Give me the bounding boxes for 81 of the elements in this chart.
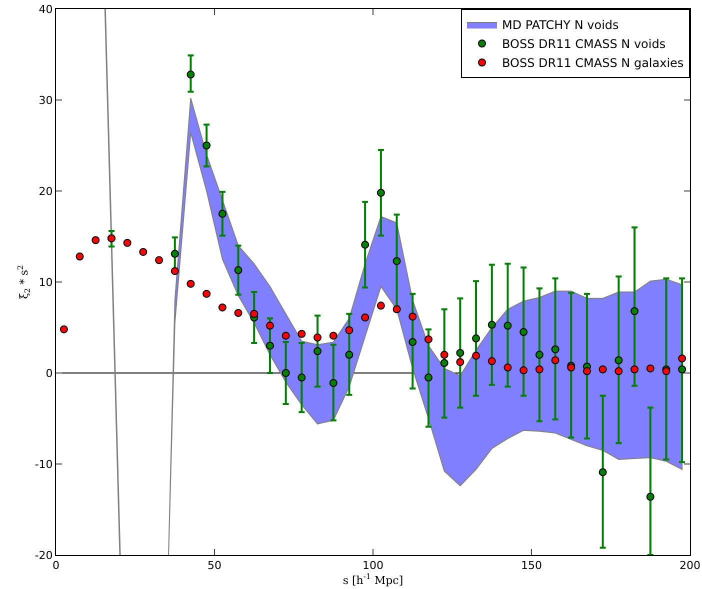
point: [298, 330, 306, 338]
point: [614, 367, 623, 376]
point: [535, 365, 544, 374]
y-tick-label: -20: [34, 548, 53, 562]
y-tick-label: 40: [38, 2, 53, 16]
point: [314, 334, 322, 342]
point: [504, 322, 512, 330]
legend-label: MD PATCHY N voids: [502, 18, 619, 32]
point: [60, 325, 68, 334]
y-tick-label: -10: [34, 458, 53, 471]
legend-label: BOSS DR11 CMASS N voids: [502, 37, 666, 52]
point: [392, 305, 401, 314]
point: [408, 338, 417, 346]
point: [234, 266, 242, 274]
point: [504, 364, 512, 372]
point: [361, 240, 370, 249]
point: [440, 350, 448, 359]
point: [282, 332, 290, 340]
point: [456, 348, 464, 357]
point: [520, 328, 528, 336]
point: [266, 322, 274, 330]
point: [266, 342, 274, 350]
point: [186, 280, 195, 288]
point: [282, 369, 290, 377]
point: [520, 366, 528, 374]
point: [123, 238, 132, 247]
point: [376, 302, 385, 310]
point: [488, 357, 496, 366]
point: [472, 352, 480, 360]
y-tick-label: 30: [38, 94, 53, 107]
point: [598, 468, 607, 476]
point: [250, 310, 258, 318]
point: [139, 248, 148, 256]
point: [218, 210, 226, 218]
point: [551, 356, 560, 364]
point: [329, 332, 338, 340]
point: [170, 250, 179, 258]
x-axis-title: s [h$^{-1}$ Mpc]: [342, 572, 404, 587]
point: [598, 365, 607, 374]
point: [424, 335, 432, 344]
point: [298, 374, 306, 382]
point: [202, 142, 211, 150]
legend-label: BOSS DR11 CMASS N galaxies: [502, 56, 684, 70]
point: [646, 364, 654, 372]
point: [582, 367, 591, 376]
point: [392, 257, 401, 266]
point: [92, 236, 100, 244]
point: [376, 188, 385, 197]
point: [155, 256, 164, 264]
point: [218, 303, 226, 312]
point: [424, 374, 432, 382]
point: [329, 379, 338, 388]
point: [186, 70, 195, 79]
point: [488, 320, 496, 329]
point: [76, 252, 84, 261]
y-tick-label: 0: [46, 366, 53, 380]
point: [202, 290, 211, 298]
point: [345, 326, 354, 334]
point: [646, 492, 654, 501]
point: [678, 354, 686, 362]
point: [361, 313, 370, 322]
point: [678, 365, 686, 374]
x-tick-label: 150: [521, 559, 542, 572]
point: [630, 307, 639, 316]
point: [614, 356, 623, 364]
point: [234, 308, 242, 317]
point: [456, 358, 464, 366]
x-tick-label: 200: [680, 559, 700, 572]
y-tick-label: 10: [38, 276, 53, 289]
point: [408, 312, 417, 321]
y-tick-label: 20: [38, 184, 53, 198]
point: [440, 358, 448, 367]
point: [535, 350, 544, 359]
point: [630, 365, 639, 374]
point: [314, 347, 322, 356]
x-tick-label: 100: [362, 559, 384, 572]
point: [170, 267, 179, 276]
point: [345, 350, 354, 359]
x-tick-label: 50: [208, 559, 222, 572]
point: [472, 334, 480, 342]
point: [551, 345, 560, 354]
